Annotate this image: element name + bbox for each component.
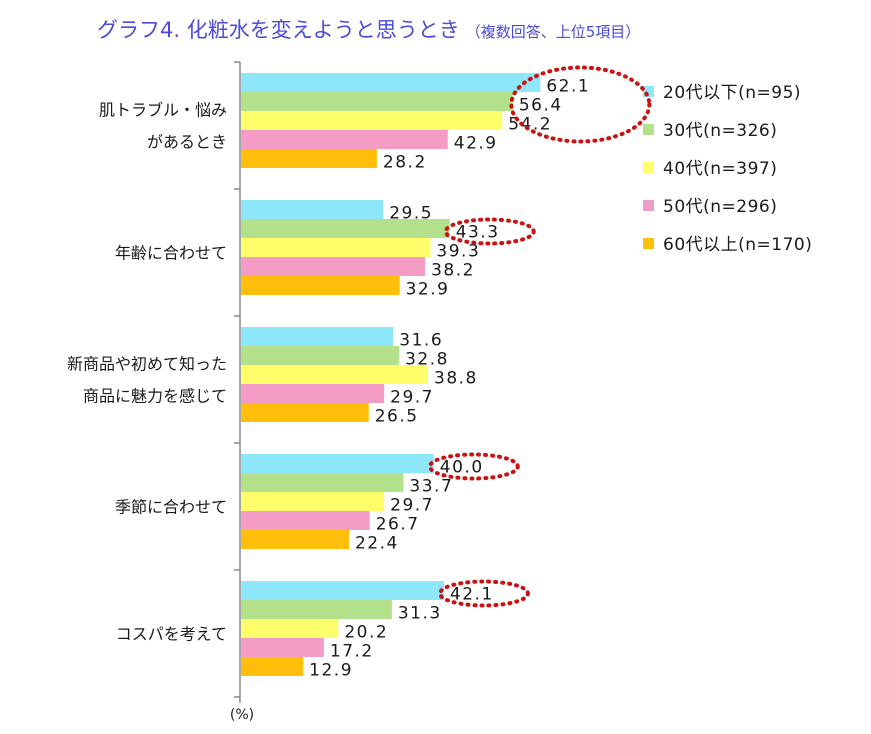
bar-1-0 (241, 200, 384, 219)
chart-title-block: グラフ4. 化粧水を変えようと思うとき （複数回答、上位5項目） (97, 14, 640, 44)
bar-4-1 (241, 600, 392, 619)
legend-label-3: 50代(n=296) (663, 197, 777, 217)
value-label-3-4: 22.4 (355, 534, 399, 554)
bar-0-3 (241, 130, 448, 149)
bar-4-4 (241, 657, 304, 676)
bar-2-2 (241, 365, 429, 384)
value-label-4-3: 17.2 (330, 642, 374, 662)
value-label-3-3: 26.7 (376, 515, 420, 535)
chart-title: グラフ4. 化粧水を変えようと思うとき (97, 18, 460, 42)
category-label-4-0: コスパを考えて (116, 625, 227, 644)
bar-2-4 (241, 403, 369, 422)
bar-4-3 (241, 638, 324, 657)
chart-subtitle: （複数回答、上位5項目） (465, 23, 641, 41)
bar-2-3 (241, 384, 385, 403)
bar-1-3 (241, 257, 426, 276)
bar-4-2 (241, 619, 339, 638)
value-label-1-1: 43.3 (456, 223, 500, 243)
category-label-2-0: 新商品や初めて知った (67, 355, 227, 374)
bar-0-1 (241, 92, 513, 111)
value-label-1-4: 32.9 (406, 280, 450, 300)
category-label-1-0: 年齢に合わせて (115, 244, 227, 263)
category-label-0-0: 肌トラブル・悩み (99, 101, 227, 120)
bar-0-2 (241, 111, 503, 130)
category-label-0-1: があるとき (147, 133, 227, 152)
value-label-3-2: 29.7 (390, 496, 434, 516)
bar-3-2 (241, 492, 385, 511)
highlight-ellipse-2 (427, 452, 520, 481)
value-label-2-0: 31.6 (399, 331, 443, 351)
highlight-ellipse-1 (443, 217, 536, 246)
value-label-0-0: 62.1 (546, 77, 590, 97)
highlight-ellipse-3 (437, 579, 530, 608)
legend-swatch-0 (643, 86, 654, 97)
bar-4-0 (241, 581, 444, 600)
legend-label-2: 40代(n=397) (663, 159, 777, 179)
legend-swatch-2 (643, 162, 654, 173)
bar-3-0 (241, 454, 434, 473)
value-label-1-2: 39.3 (436, 242, 480, 262)
bar-3-3 (241, 511, 370, 530)
value-label-2-2: 38.8 (434, 369, 478, 389)
legend-swatch-4 (643, 238, 654, 249)
bar-0-4 (241, 149, 377, 168)
legend-label-1: 30代(n=326) (663, 121, 777, 141)
value-label-2-3: 29.7 (390, 388, 434, 408)
legend-label-0: 20代以下(n=95) (663, 83, 801, 103)
category-label-3-0: 季節に合わせて (115, 498, 227, 517)
bar-3-4 (241, 530, 349, 549)
category-label-2-1: 商品に魅力を感じて (83, 387, 227, 406)
value-label-1-3: 38.2 (431, 261, 475, 281)
bar-1-1 (241, 219, 450, 238)
bar-1-4 (241, 276, 400, 295)
highlight-ellipse-0 (509, 65, 652, 144)
value-label-0-1: 56.4 (519, 96, 563, 116)
legend-label-4: 60代以上(n=170) (663, 235, 812, 255)
unit-label: (%) (230, 707, 254, 723)
bar-0-0 (241, 73, 541, 92)
value-label-2-1: 32.8 (405, 350, 449, 370)
value-label-2-4: 26.5 (375, 407, 419, 427)
legend-swatch-3 (643, 200, 654, 211)
value-label-4-0: 42.1 (450, 585, 494, 605)
value-label-3-1: 33.7 (409, 477, 453, 497)
value-label-1-0: 29.5 (389, 204, 433, 224)
bar-3-1 (241, 473, 404, 492)
bar-1-2 (241, 238, 431, 257)
value-label-4-2: 20.2 (344, 623, 388, 643)
value-label-0-3: 42.9 (454, 134, 498, 154)
value-label-4-4: 12.9 (309, 661, 353, 681)
bar-2-0 (241, 327, 394, 346)
legend-swatch-1 (643, 124, 654, 135)
bar-2-1 (241, 346, 400, 365)
value-label-3-0: 40.0 (440, 458, 484, 478)
value-label-0-4: 28.2 (383, 153, 427, 173)
value-label-4-1: 31.3 (398, 604, 442, 624)
